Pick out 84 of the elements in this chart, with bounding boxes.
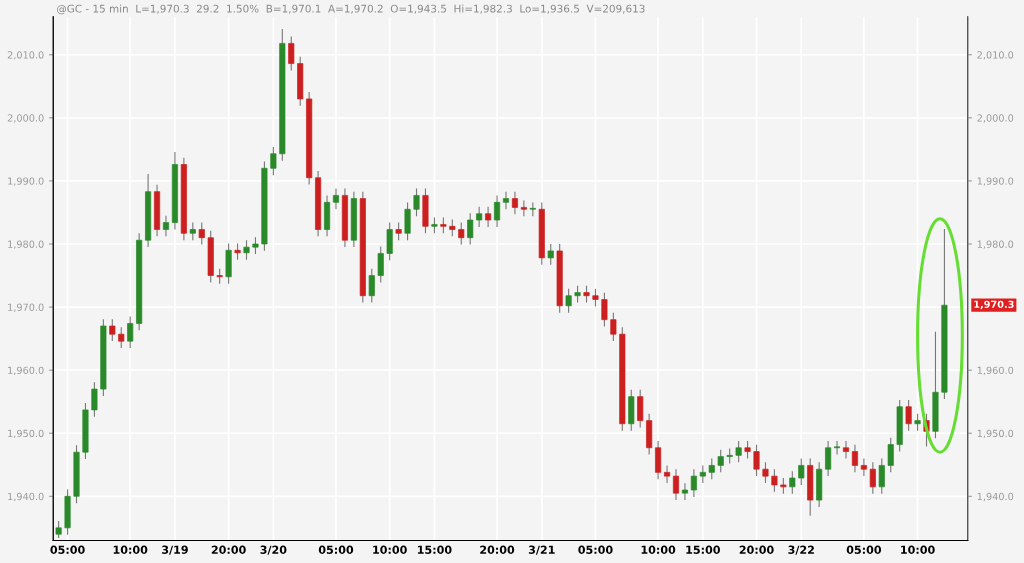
candlestick	[91, 382, 98, 417]
y-tick-label: 1,980.0	[8, 240, 44, 249]
candlestick	[851, 444, 858, 473]
candlestick	[762, 462, 769, 483]
x-tick-label: 10:00	[373, 545, 407, 554]
y-tick-label: 2,000.0	[7, 114, 44, 123]
y2-tick-label: 1,990.0	[977, 177, 1014, 186]
candlestick	[726, 448, 733, 464]
y-tick-label: 1,970.0	[8, 303, 44, 312]
candlestick	[878, 458, 885, 494]
y2-tick-label: 2,000.0	[977, 114, 1014, 123]
candlestick	[717, 449, 724, 473]
candlestick	[905, 399, 912, 431]
x-tick-label: 10:00	[641, 545, 676, 554]
candlestick	[834, 440, 841, 455]
candlestick	[672, 469, 680, 501]
x-tick-label: 3/21	[528, 545, 555, 555]
candlestick	[162, 215, 170, 237]
x-tick-label: 15:00	[686, 545, 720, 554]
candlestick	[735, 440, 742, 463]
candlestick	[502, 191, 510, 210]
candlestick	[288, 36, 295, 71]
candlestick	[511, 191, 518, 215]
text: @GC - 15 min L=1,970.3 29.2 1.50% B=1,970.1 A=1,970.2 O=1,943.5 Hi=1,982.3 Lo=1,936.5 V=209,613	[57, 4, 645, 15]
candlestick	[413, 188, 420, 217]
candlestick	[565, 288, 572, 313]
candlestick	[494, 195, 501, 227]
candlestick	[368, 268, 375, 303]
candlestick	[610, 312, 617, 342]
candlestick	[520, 200, 527, 217]
candlestick	[458, 222, 465, 245]
y-tick-label: 1,990.0	[8, 177, 44, 186]
y-tick-label: 1,950.0	[8, 429, 44, 439]
candlestick	[386, 222, 393, 261]
candlestick	[485, 206, 492, 227]
candlestick	[243, 240, 250, 260]
y2-tick-label: 1,940.0	[977, 492, 1014, 502]
candlestick	[467, 213, 474, 245]
candlestick	[887, 437, 894, 473]
candlestick	[798, 458, 805, 485]
x-tick-label: 20:00	[480, 545, 515, 554]
y2-tick-label: 2,010.0	[977, 51, 1014, 60]
candlestick	[601, 292, 608, 327]
candlestick	[771, 469, 778, 492]
y2-tick-label: 1,950.0	[977, 429, 1014, 439]
candlestick	[869, 462, 876, 494]
text: 1,970.3	[974, 300, 1014, 310]
candlestick	[789, 471, 796, 494]
candlestick	[270, 146, 277, 176]
x-tick-label: 05:00	[846, 545, 882, 554]
candlestick	[547, 244, 554, 265]
x-tick-label: 3/22	[788, 545, 814, 555]
candlestick	[708, 458, 715, 480]
y-tick-label: 1,960.0	[8, 366, 44, 375]
candlestick	[118, 327, 125, 349]
x-tick-label: 05:00	[50, 545, 85, 554]
y-tick-label: 1,940.0	[8, 492, 44, 502]
candlestick	[332, 188, 340, 210]
candlestick	[637, 389, 644, 428]
candlestick	[109, 319, 116, 342]
candlestick	[404, 202, 411, 241]
y2-tick-label: 1,980.0	[977, 240, 1014, 249]
candlestick	[842, 440, 850, 459]
candlestick	[753, 444, 760, 477]
candlestick	[825, 440, 832, 477]
candlestick	[690, 469, 697, 497]
y-tick-label: 2,010.0	[7, 51, 44, 60]
x-tick-label: 3/20	[260, 545, 287, 555]
x-tick-label: 05:00	[318, 545, 354, 554]
candlestick	[377, 246, 384, 283]
x-tick-label: 10:00	[901, 545, 935, 554]
candlestick	[198, 222, 205, 245]
candlestick	[476, 206, 483, 227]
x-tick-label: 15:00	[417, 545, 452, 554]
x-tick-label: 05:00	[578, 545, 613, 554]
candlestick	[681, 483, 688, 501]
y2-tick-label: 1,960.0	[977, 366, 1014, 375]
x-tick-label: 3/19	[162, 545, 188, 555]
candlestick	[664, 465, 671, 483]
x-tick-label: 10:00	[113, 545, 148, 554]
candlestick	[127, 316, 134, 349]
candlestick	[860, 458, 867, 477]
x-tick-label: 20:00	[211, 545, 246, 554]
x-tick-label: 20:00	[739, 545, 774, 554]
